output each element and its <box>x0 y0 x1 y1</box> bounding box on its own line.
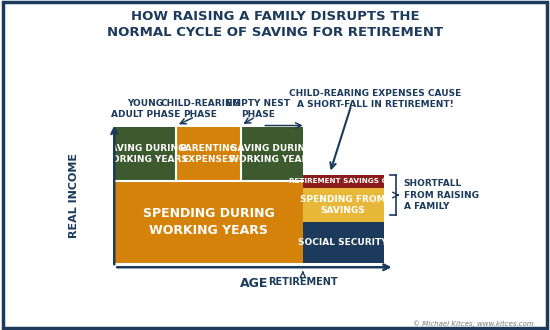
Text: SAVING DURING
WORKING YEARS: SAVING DURING WORKING YEARS <box>102 144 188 164</box>
Bar <box>114 182 303 263</box>
Text: RETIREMENT: RETIREMENT <box>268 277 338 287</box>
Text: SPENDING FROM
SAVINGS: SPENDING FROM SAVINGS <box>300 195 386 215</box>
Bar <box>114 127 176 182</box>
Text: REAL INCOME: REAL INCOME <box>69 152 79 238</box>
Bar <box>303 188 384 222</box>
Text: RETIREMENT SAVINGS GAP: RETIREMENT SAVINGS GAP <box>289 179 398 184</box>
Bar <box>241 127 303 182</box>
Text: AGE: AGE <box>240 277 268 290</box>
Text: © Michael Kitces, www.kitces.com: © Michael Kitces, www.kitces.com <box>412 320 534 327</box>
Bar <box>303 175 384 188</box>
Text: SAVING DURING
WORKING YEARS: SAVING DURING WORKING YEARS <box>229 144 315 164</box>
Text: SHORTFALL
FROM RAISING
A FAMILY: SHORTFALL FROM RAISING A FAMILY <box>404 180 479 211</box>
Bar <box>176 127 241 182</box>
Text: SPENDING DURING
WORKING YEARS: SPENDING DURING WORKING YEARS <box>142 207 274 237</box>
Text: YOUNG
ADULT PHASE: YOUNG ADULT PHASE <box>111 99 180 119</box>
Text: PARENTING
EXPENSES: PARENTING EXPENSES <box>179 144 238 164</box>
Text: CHILD-REARING EXPENSES CAUSE
A SHORT-FALL IN RETIREMENT!: CHILD-REARING EXPENSES CAUSE A SHORT-FAL… <box>289 89 461 109</box>
Text: CHILD-REARING
PHASE: CHILD-REARING PHASE <box>161 99 240 119</box>
Text: SOCIAL SECURITY: SOCIAL SECURITY <box>299 238 388 247</box>
Text: HOW RAISING A FAMILY DISRUPTS THE
NORMAL CYCLE OF SAVING FOR RETIREMENT: HOW RAISING A FAMILY DISRUPTS THE NORMAL… <box>107 10 443 39</box>
Bar <box>303 222 384 263</box>
Text: EMPTY NEST
PHASE: EMPTY NEST PHASE <box>227 99 290 119</box>
